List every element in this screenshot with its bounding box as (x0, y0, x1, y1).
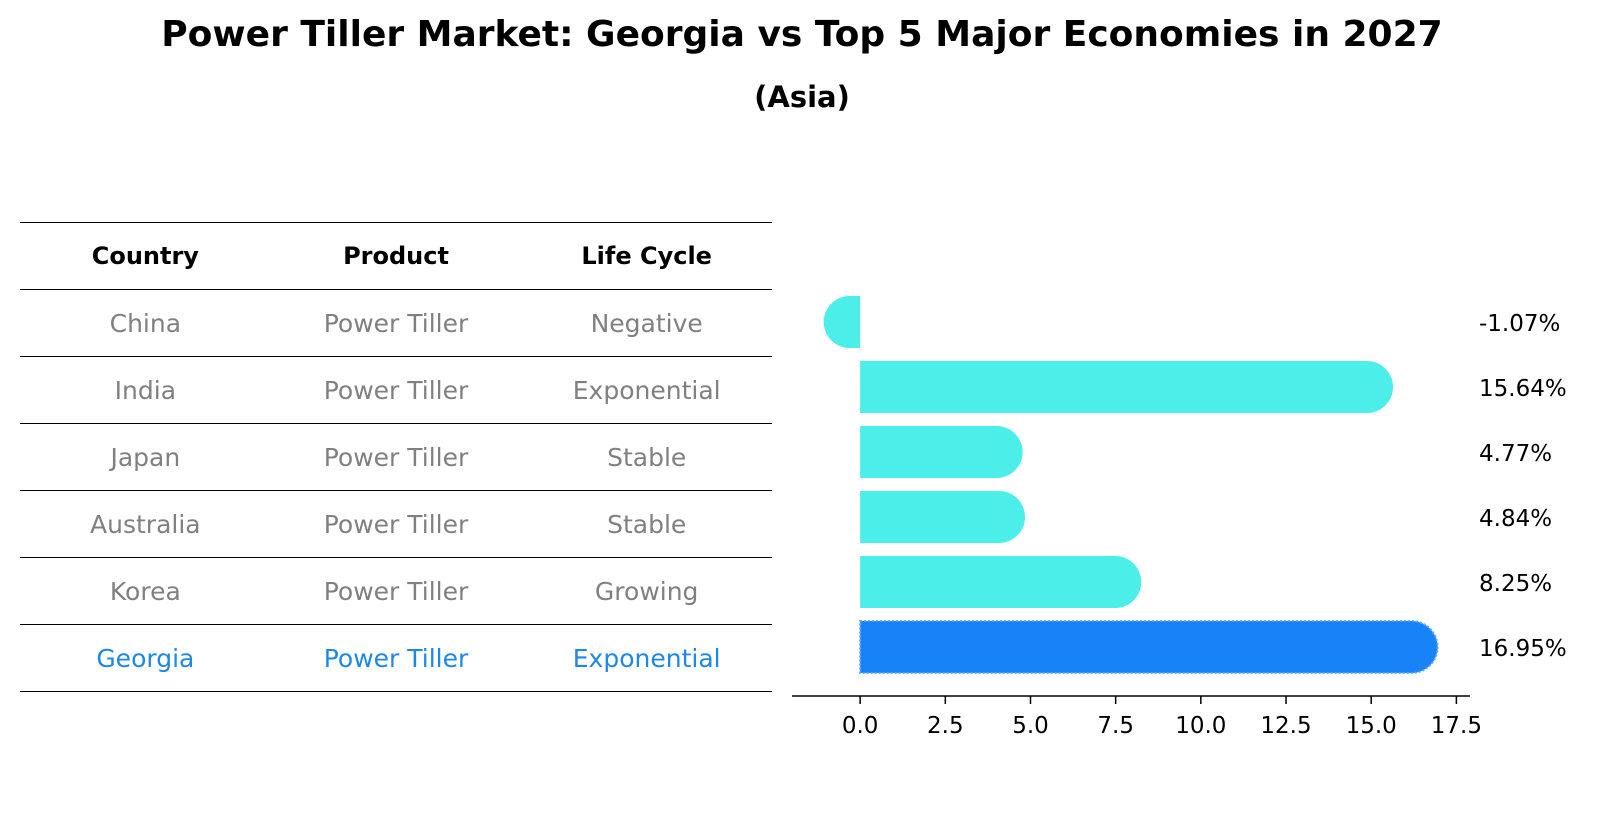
bar-china (823, 296, 861, 348)
country-cell: China (109, 308, 182, 338)
country-cell: Australia (90, 509, 201, 539)
header-product: Product (343, 242, 449, 270)
x-tick-label: 7.5 (1097, 713, 1134, 739)
x-tick-label: 10.0 (1175, 713, 1226, 739)
value-label: 8.25% (1479, 571, 1552, 597)
chart-title: Power Tiller Market: Georgia vs Top 5 Ma… (161, 14, 1443, 55)
product-cell: Power Tiller (323, 375, 469, 405)
country-cell: Japan (110, 442, 181, 472)
table-row: China Power Tiller Negative (20, 289, 772, 356)
table-row-highlighted: Georgia Power Tiller Exponential (20, 624, 772, 692)
country-cell: Korea (109, 576, 181, 606)
country-cell: India (114, 375, 177, 405)
x-tick-label: 5.0 (1012, 713, 1049, 739)
value-label: -1.07% (1479, 311, 1560, 337)
table-row: Japan Power Tiller Stable (20, 423, 772, 490)
life-cycle-cell: Exponential (572, 375, 721, 405)
life-cycle-table: Country Product Life Cycle China Power T… (20, 222, 772, 692)
country-cell: Georgia (96, 643, 195, 673)
value-label: 15.64% (1479, 376, 1567, 402)
life-cycle-cell: Stable (607, 442, 687, 472)
x-tick-label: 17.5 (1431, 713, 1482, 739)
bar-georgia (859, 620, 1439, 674)
product-cell: Power Tiller (323, 576, 469, 606)
life-cycle-cell: Growing (594, 576, 699, 606)
table-header-row: Country Product Life Cycle (20, 222, 772, 289)
product-cell: Power Tiller (323, 509, 469, 539)
x-tick-label: 12.5 (1260, 713, 1311, 739)
bar-korea (860, 556, 1142, 608)
product-cell: Power Tiller (323, 643, 469, 673)
x-tick-label: 15.0 (1346, 713, 1397, 739)
value-label: 4.84% (1479, 506, 1552, 532)
value-label: 16.95% (1479, 636, 1567, 662)
life-cycle-cell: Negative (590, 308, 703, 338)
chart-subtitle: (Asia) (754, 80, 850, 114)
header-life-cycle: Life Cycle (581, 242, 712, 270)
x-tick-label: 2.5 (927, 713, 964, 739)
product-cell: Power Tiller (323, 308, 469, 338)
life-cycle-cell: Exponential (572, 643, 721, 673)
product-cell: Power Tiller (323, 442, 469, 472)
bar-india (860, 361, 1394, 413)
table-row: India Power Tiller Exponential (20, 356, 772, 423)
table-row: Korea Power Tiller Growing (20, 557, 772, 624)
bar-japan (860, 426, 1023, 478)
value-label: 4.77% (1479, 441, 1552, 467)
x-tick-label: 0.0 (842, 713, 879, 739)
header-country: Country (91, 242, 199, 270)
table-row: Australia Power Tiller Stable (20, 490, 772, 557)
life-cycle-cell: Stable (607, 509, 687, 539)
bar-australia (860, 491, 1026, 543)
